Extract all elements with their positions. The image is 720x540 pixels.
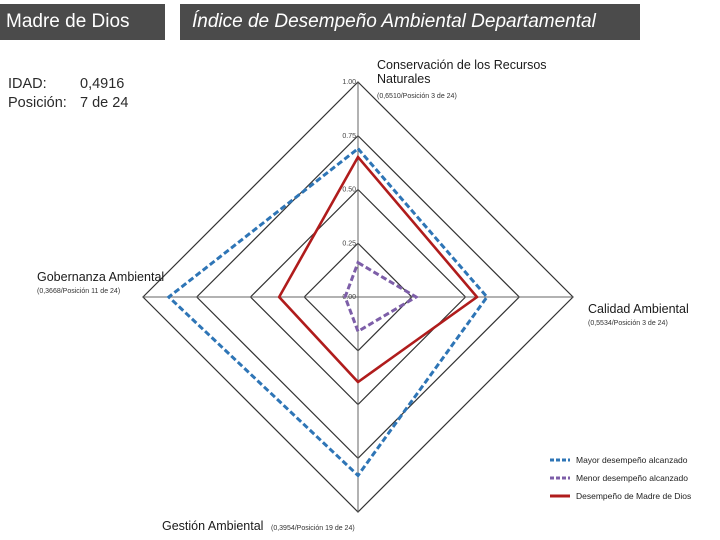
idad-row: IDAD: 0,4916 [8,76,124,92]
tick-label: 0.50 [342,187,356,194]
region-title: Madre de Dios [0,4,165,40]
series-polygon [166,146,489,478]
idad-label: IDAD: [8,76,47,92]
legend-label: Desempeño de Madre de Dios [576,491,691,501]
legend-label: Menor desempeño alcanzado [576,473,688,483]
axis-subtitle: (0,3954/Posición 19 de 24) [271,525,355,532]
radar-series [166,146,489,478]
idad-value: 0,4916 [80,76,125,92]
axis-subtitle: (0,6510/Posición 3 de 24) [377,93,457,100]
tick-label: 0.25 [342,240,356,247]
axis-title: Conservación de los Recursos Naturales [377,58,547,86]
chart-legend: Mayor desempeño alcanzado Menor desempeño… [550,455,691,501]
position-row: Posición: 7 de 24 [8,95,128,111]
tick-label: 1.00 [342,79,356,86]
legend-label: Mayor desempeño alcanzado [576,455,688,465]
axis-title: Gestión Ambiental [162,519,263,533]
series-polygon [343,260,419,334]
tick-label: 0.75 [342,133,356,140]
axis-title: Calidad Ambiental [588,302,689,316]
radar-ticks: 0.00 0.25 0.50 0.75 1.00 [342,79,356,301]
chart-title: Índice de Desempeño Ambiental Departamen… [180,4,640,40]
radar-axis-labels: Conservación de los Recursos Naturales (0,… [37,58,689,533]
position-label: Posición: [8,95,67,111]
axis-subtitle: (0,5534/Posición 3 de 24) [588,320,668,327]
tick-label: 0.00 [342,294,356,301]
axis-subtitle: (0,3668/Posición 11 de 24) [37,288,120,295]
position-value: 7 de 24 [80,95,129,111]
radar-axes [143,82,573,512]
axis-title: Gobernanza Ambiental [37,270,164,284]
series-polygon [277,154,479,384]
